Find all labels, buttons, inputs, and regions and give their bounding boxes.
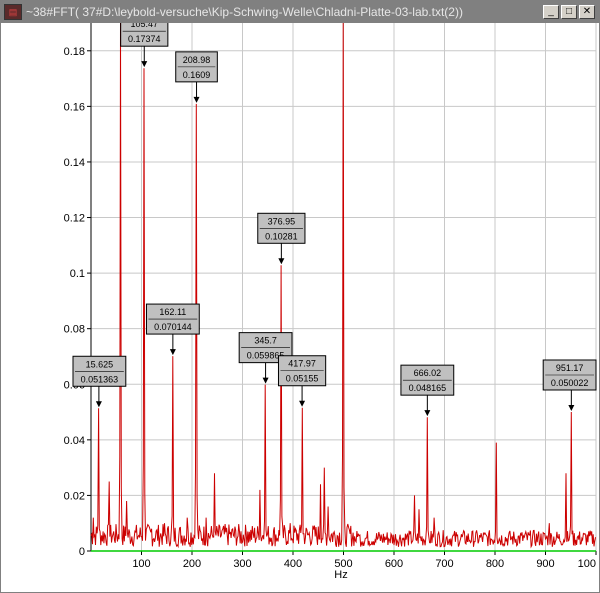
- peak-annotation: 666.02 0.048165: [400, 364, 455, 417]
- x-tick-label: 100: [132, 558, 150, 570]
- annotation-arrow-icon: [262, 377, 269, 384]
- peak-annotation: 162.11 0.070144: [145, 303, 200, 356]
- y-tick-label: 0.02: [64, 490, 85, 502]
- x-axis: 100 200 300 400 500 600 700 800 900 100: [132, 551, 597, 570]
- y-axis: 00.020.040.060.080.10.120.140.160.18: [64, 46, 91, 558]
- peak-annotation: 208.98 0.1609: [175, 51, 218, 103]
- annotation-x-value: 376.95: [268, 216, 296, 226]
- maximize-button[interactable]: □: [561, 5, 577, 19]
- y-tick-label: 0.04: [64, 435, 85, 447]
- annotation-arrow-icon: [141, 61, 148, 68]
- fft-plot[interactable]: 00.020.040.060.080.10.120.140.160.18 100…: [1, 23, 599, 592]
- annotation-x-value: 208.98: [183, 55, 211, 65]
- annotation-arrow-icon: [299, 400, 306, 407]
- waveform-icon[interactable]: ▤: [4, 4, 22, 20]
- y-tick-label: 0: [79, 546, 85, 558]
- peak-annotation: 417.97 0.05155: [277, 355, 327, 407]
- title-bar[interactable]: ▤ ~38#FFT( 37#D:\leybold-versuche\Kip-Sc…: [1, 1, 599, 23]
- y-tick-label: 0.08: [64, 324, 85, 336]
- annotation-x-value: 162.11: [159, 307, 186, 317]
- x-tick-label: 400: [284, 558, 302, 570]
- x-tick-label: 200: [183, 558, 201, 570]
- annotation-y-value: 0.10281: [265, 231, 298, 241]
- annotation-arrow-icon: [169, 349, 176, 356]
- annotation-y-value: 0.05155: [286, 374, 319, 384]
- x-tick-label: 900: [536, 558, 554, 570]
- window-title: ~38#FFT( 37#D:\leybold-versuche\Kip-Schw…: [26, 5, 463, 19]
- close-button[interactable]: ✕: [579, 5, 595, 19]
- annotation-x-value: 345.7: [254, 336, 277, 346]
- annotation-x-value: 15.625: [86, 359, 114, 369]
- annotation-x-value: 666.02: [414, 368, 442, 378]
- annotation-y-value: 0.048165: [409, 383, 447, 393]
- peak-annotation: 105.47 0.17374: [120, 23, 169, 68]
- x-tick-label: 300: [233, 558, 251, 570]
- peak-annotation: 15.625 0.051363: [72, 355, 127, 408]
- minimize-button[interactable]: _: [543, 5, 559, 19]
- annotation-arrow-icon: [424, 410, 431, 417]
- annotation-x-value: 417.97: [288, 359, 316, 369]
- y-tick-label: 0.14: [64, 157, 85, 169]
- peak-annotations: 15.625 0.051363 105.47 0.17374 162.11 0.07014…: [72, 23, 597, 417]
- annotation-arrow-icon: [278, 258, 285, 265]
- x-tick-label: 500: [334, 558, 352, 570]
- annotation-y-value: 0.1609: [183, 70, 211, 80]
- annotation-arrow-icon: [568, 404, 575, 411]
- annotation-arrow-icon: [95, 401, 102, 408]
- peak-annotation: 376.95 0.10281: [257, 212, 306, 265]
- annotation-x-value: 105.47: [130, 23, 158, 29]
- y-tick-label: 0.1: [70, 268, 85, 280]
- peak-annotation: 951.17 0.050022: [542, 359, 597, 411]
- y-tick-label: 0.12: [64, 213, 85, 225]
- x-tick-label: 600: [385, 558, 403, 570]
- y-tick-label: 0.16: [64, 101, 85, 113]
- fft-series-line: [90, 23, 596, 549]
- annotation-y-value: 0.17374: [128, 34, 161, 44]
- y-tick-label: 0.18: [64, 46, 85, 58]
- annotation-arrow-icon: [193, 96, 200, 103]
- annotation-y-value: 0.059865: [247, 351, 285, 361]
- annotation-x-value: 951.17: [556, 363, 584, 373]
- annotation-y-value: 0.050022: [551, 378, 589, 388]
- x-tick-label: 800: [486, 558, 504, 570]
- annotation-y-value: 0.070144: [154, 322, 192, 332]
- x-tick-label: 100: [578, 558, 596, 570]
- annotation-y-value: 0.051363: [81, 374, 119, 384]
- x-tick-label: 700: [435, 558, 453, 570]
- x-axis-label: Hz: [334, 569, 347, 581]
